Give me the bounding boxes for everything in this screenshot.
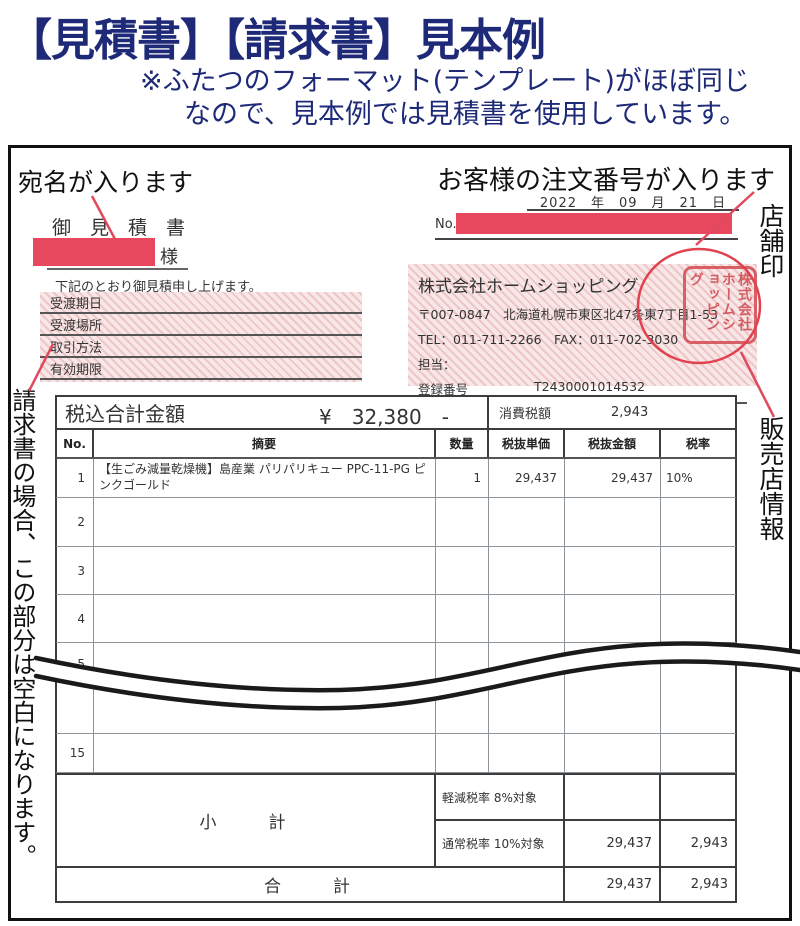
company-seal-stamp: 株式会社ホームショッピング: [683, 266, 757, 344]
row3-no: 3: [57, 547, 94, 594]
empty-cell: [661, 498, 735, 546]
subtitle-line1: ※ふたつのフォーマット(テンプレート)がほぼ同じ: [140, 66, 750, 97]
company-contact-label: 担当：: [418, 357, 456, 372]
consumption-tax-cell: 消費税額 2,943: [489, 397, 735, 428]
terms-field-delivery-date: 受渡期日: [40, 292, 362, 314]
wave-break: [33, 641, 800, 711]
grand-total-label: 合 計: [57, 868, 565, 901]
empty-cell: [436, 595, 489, 642]
table-row: 1 【生ごみ減量乾燥機】島産業 パリパリキュー PPC-11-PG ピンクゴール…: [55, 459, 737, 498]
recipient-suffix: 様: [160, 247, 178, 268]
header-tax-rate: 税率: [685, 437, 710, 451]
empty-cell: [436, 498, 489, 546]
table-header-row: No. 摘要 数量 税抜単価 税抜金額 税率: [55, 430, 737, 459]
order-no-label: No.: [435, 217, 457, 232]
row1-qty: 1: [436, 459, 489, 497]
empty-cell: [565, 643, 661, 733]
row15-no: 15: [57, 734, 94, 772]
header-amount: 税抜金額: [565, 430, 661, 457]
page-title: 【見積書】【請求書】見本例: [8, 15, 546, 66]
grand-total-row: 合 計 29,437 2,943: [55, 866, 737, 903]
greeting-text: 下記のとおり御見積申し上げます。: [55, 280, 262, 295]
registration-number: T2430001014532: [534, 379, 646, 394]
recipient-underline: [47, 268, 188, 270]
row1-no: 1: [57, 459, 94, 497]
invoice-blank-note: 請求書の場合、この部分は空白になります。: [7, 388, 36, 868]
store-stamp-note: 店舗印: [756, 203, 785, 278]
document-title: 御 見 積 書: [52, 217, 186, 239]
empty-cell: [436, 734, 489, 772]
row4-no: 4: [57, 595, 94, 642]
date-underline: [527, 209, 739, 211]
table-row: 15: [55, 733, 737, 773]
empty-cell: [94, 498, 436, 546]
table-row: 2: [55, 498, 737, 547]
total-incl-tax-value: ¥ 32,380 -: [319, 405, 449, 429]
terms-field-payment-method: 取引方法: [40, 336, 362, 358]
empty-cell: [94, 734, 436, 772]
registration-label: 登録番号: [418, 382, 469, 397]
header-unit-price: 税抜単価: [489, 430, 565, 457]
empty-cell: [489, 643, 565, 733]
terms-field-expiry: 有効期限: [40, 358, 362, 380]
row2-no: 2: [57, 498, 94, 546]
quotation-table: 税込合計金額 ¥ 32,380 - 消費税額 2,943 No. 摘要 数量 税…: [55, 395, 737, 903]
terms-field-delivery-place: 受渡場所: [40, 314, 362, 336]
empty-cell: [94, 547, 436, 594]
header-no: No.: [57, 430, 94, 457]
row1-unit-price: 29,437: [489, 459, 565, 497]
empty-cell: [565, 547, 661, 594]
empty-cell: [565, 498, 661, 546]
terms-fields-box: 受渡期日 受渡場所 取引方法 有効期限: [40, 292, 362, 382]
reduced-tax-amount: [565, 775, 661, 821]
empty-cell: [661, 547, 735, 594]
subtotal-block: 小 計 軽減税率 8%対象 通常税率 10%対象 29,437 2,943: [55, 773, 737, 866]
reduced-tax-label: 軽減税率 8%対象: [436, 775, 565, 821]
normal-tax-amount: 29,437: [565, 821, 661, 866]
empty-cell: [661, 734, 735, 772]
subtitle-line2: なので、見本例では見積書を使用しています。: [184, 98, 747, 130]
row1-tax-rate: 10%: [666, 471, 693, 485]
consumption-tax-label: 消費税額: [499, 407, 552, 422]
table-row: 4: [55, 595, 737, 643]
seal-text: 株式会社ホームショッピング: [687, 272, 752, 332]
order-number-note: お客様の注文番号が入ります: [437, 166, 776, 196]
row1-amount: 29,437: [565, 459, 661, 497]
header-desc: 摘要: [94, 430, 436, 457]
order-no-underline: [435, 238, 738, 240]
empty-cell: [436, 547, 489, 594]
empty-cell: [489, 498, 565, 546]
document-date: 2022 年 09 月 21 日: [539, 196, 727, 211]
row1-description: 【生ごみ減量乾燥機】島産業 パリパリキュー PPC-11-PG ピンクゴールド: [94, 459, 436, 497]
table-row: 3: [55, 547, 737, 595]
empty-cell: [565, 734, 661, 772]
subtotal-label: 小 計: [57, 775, 436, 866]
grand-total-amount: 29,437: [565, 868, 661, 901]
total-incl-tax-cell: 税込合計金額 ¥ 32,380 -: [57, 397, 489, 429]
empty-cell: [489, 595, 565, 642]
empty-cell: [489, 734, 565, 772]
page-subtitle: ※ふたつのフォーマット(テンプレート)がほぼ同じ なので、見本例では見積書を使用…: [140, 66, 800, 132]
empty-cell: [565, 595, 661, 642]
seller-info-note: 販売店情報: [756, 416, 785, 541]
company-name: 株式会社ホームショッピング: [418, 277, 639, 297]
consumption-tax-value: 2,943: [611, 405, 649, 420]
recipient-redaction-bar: [33, 238, 155, 266]
grand-total-value: 2,943: [690, 877, 728, 892]
order-number-redaction-bar: [456, 213, 732, 234]
summary-row: 税込合計金額 ¥ 32,380 - 消費税額 2,943: [55, 395, 737, 430]
empty-cell: [94, 595, 436, 642]
company-tel-fax: TEL：011-711-2266 FAX：011-702-3030: [418, 332, 679, 347]
normal-tax-label: 通常税率 10%対象: [436, 821, 565, 866]
total-incl-tax-label: 税込合計金額: [65, 402, 185, 426]
reduced-tax-value: [661, 775, 735, 821]
empty-cell: [489, 547, 565, 594]
recipient-note: 宛名が入ります: [18, 168, 194, 197]
normal-tax-value: 2,943: [690, 836, 728, 851]
header-qty: 数量: [436, 430, 489, 457]
